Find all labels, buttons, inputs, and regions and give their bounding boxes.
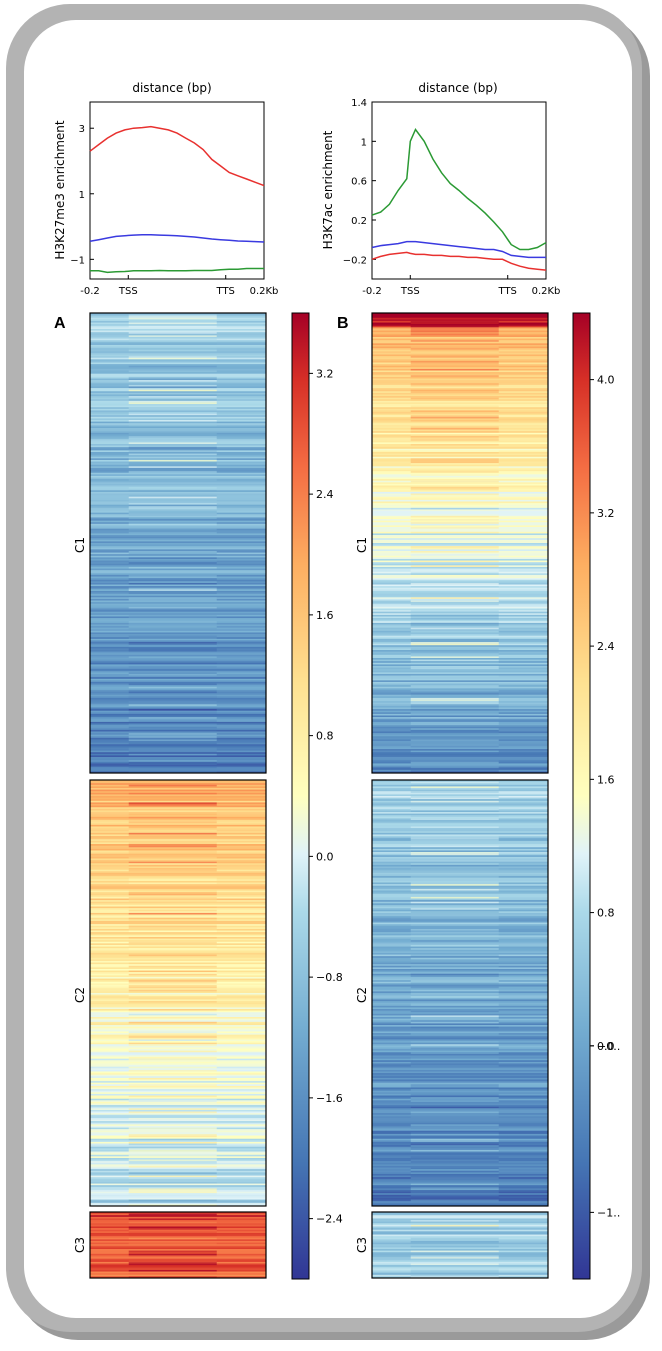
- y-tick-label: 0.2: [351, 216, 367, 227]
- y-tick-label: 3: [79, 124, 85, 135]
- line-plot-b-frame: [371, 101, 547, 280]
- line-plot-b-title: distance (bp): [418, 81, 497, 95]
- y-tick-label: 0.6: [351, 177, 367, 188]
- y-tick-label: −1: [70, 255, 85, 266]
- cluster-label-b-c3: C3: [355, 1237, 369, 1253]
- y-tick-label: 1.4: [351, 98, 367, 109]
- colorbar-tick-label: −1.6: [316, 1092, 343, 1105]
- colorbar-b-ticks: 4.0 3.2 2.4 1.6 0.8 0.0−0.․ −1.․: [590, 374, 620, 1219]
- colorbar-tick-label: −1.․: [597, 1206, 620, 1219]
- colorbar-b: [572, 312, 591, 1280]
- x-tick-label: TSS: [400, 286, 420, 297]
- line-series-1: [89, 125, 265, 187]
- colorbar-a-ticks: 3.2 2.4 1.6 0.8 0.0 −0.8 −1.6 −2.4: [309, 367, 343, 1226]
- x-tick-label: -0.2: [362, 286, 382, 297]
- heatmap-b-cluster-c1-frame: [371, 312, 549, 774]
- colorbar-a: [291, 312, 310, 1280]
- line-plot-a-frame: [89, 101, 265, 280]
- colorbar-tick-label: −0.․: [597, 1040, 620, 1053]
- y-tick-label: 1: [79, 190, 85, 201]
- line-series-2: [371, 240, 546, 259]
- colorbar-tick-label: 1.6: [597, 773, 615, 786]
- line-plot-a-ylabel: H3K27me3 enrichment: [53, 120, 67, 259]
- heatmap-b-cluster-c3: [372, 1212, 548, 1278]
- line-series-2: [89, 234, 265, 243]
- line-plot-a-title: distance (bp): [132, 81, 211, 95]
- x-tick-label: TSS: [118, 286, 138, 297]
- line-plot-a-ticks: -0.2 TSS TTS 0.2Kb 3 1 −1: [70, 124, 278, 297]
- y-tick-label: 1: [361, 137, 367, 148]
- colorbar-tick-label: 2.4: [316, 488, 334, 501]
- cluster-label-a-c3: C3: [73, 1237, 87, 1253]
- colorbar-tick-label: 0.8: [316, 730, 334, 743]
- line-plot-a-series: [89, 125, 265, 274]
- heatmap-a-cluster-c2: [90, 780, 266, 1206]
- heatmap-a-cluster-c2-frame: [89, 779, 267, 1207]
- heatmap-a-cluster-c1: [90, 313, 266, 773]
- x-tick-label: TTS: [216, 286, 235, 297]
- x-tick-label: 0.2Kb: [532, 286, 561, 297]
- heatmap-a-cluster-c1-frame: [89, 312, 267, 774]
- line-plot-b-series: [371, 128, 547, 271]
- heatmap-a: [89, 312, 267, 1279]
- colorbar-tick-label: 0.8: [597, 907, 615, 920]
- colorbar-tick-label: −2.4: [316, 1213, 343, 1226]
- cluster-label-a-c2: C2: [73, 987, 87, 1003]
- x-tick-label: 0.2Kb: [250, 286, 279, 297]
- line-series-1: [371, 128, 547, 251]
- line-plot-b-ylabel: H3K7ac enrichment: [321, 130, 335, 249]
- heatmap-b-cluster-c2: [372, 780, 548, 1206]
- cluster-label-a-c1: C1: [73, 537, 87, 553]
- colorbar-tick-label: 1.6: [316, 609, 334, 622]
- colorbar-tick-label: −0.8: [316, 971, 343, 984]
- panel-label-b: B: [337, 315, 349, 332]
- line-plot-a: distance (bp) H3K27me3 enrichment -0.2 TS…: [53, 81, 278, 297]
- colorbar-tick-label: 0.0: [597, 1040, 615, 1053]
- colorbar-tick-label: 4.0: [597, 374, 615, 387]
- colorbar-tick-label: 0.0: [316, 850, 334, 863]
- colorbar-tick-label: 3.2: [316, 367, 334, 380]
- x-tick-label: TTS: [498, 286, 517, 297]
- line-plot-b-ticks: -0.2 TSS TTS 0.2Kb 1.4 1 0.6 0.2 −0.2: [343, 98, 561, 297]
- line-series-3: [90, 267, 264, 274]
- cluster-label-b-c2: C2: [355, 987, 369, 1003]
- y-tick-label: −0.2: [343, 255, 367, 266]
- heatmap-b-cluster-c1: [372, 313, 548, 773]
- panel-label-a: A: [54, 315, 66, 332]
- colorbar-tick-label: 2.4: [597, 640, 615, 653]
- heatmap-a-cluster-c3-frame: [89, 1211, 267, 1279]
- x-tick-label: -0.2: [80, 286, 100, 297]
- heatmap-b-cluster-c2-frame: [371, 779, 549, 1207]
- colorbar-tick-label: 3.2: [597, 507, 615, 520]
- heatmap-b-cluster-c3-frame: [371, 1211, 549, 1279]
- heatmap-b: [371, 312, 549, 1279]
- line-plot-b: distance (bp) H3K7ac enrichment -0.2 TSS T…: [321, 81, 560, 297]
- heatmap-a-cluster-c3: [90, 1212, 266, 1278]
- line-series-3: [371, 251, 547, 271]
- cluster-label-b-c1: C1: [355, 537, 369, 553]
